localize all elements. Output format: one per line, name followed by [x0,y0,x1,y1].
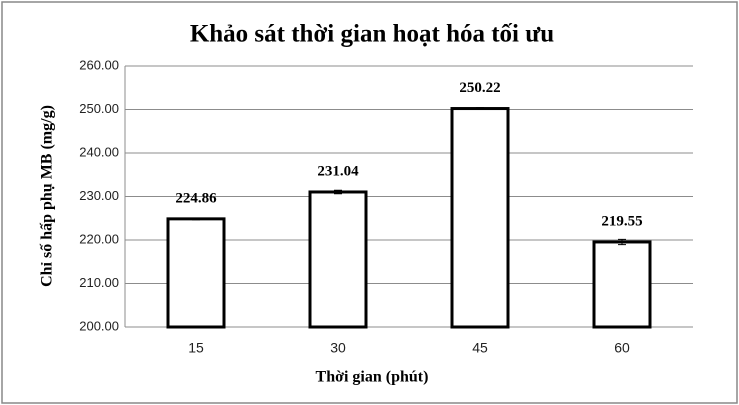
y-tick-label: 240.00 [79,144,119,159]
value-label: 250.22 [459,80,500,96]
value-label: 224.86 [175,190,217,206]
error-bar [476,107,484,110]
value-label: 219.55 [601,213,642,229]
x-tick-label: 60 [614,340,630,356]
y-tick-label: 250.00 [79,101,119,116]
x-tick-label: 30 [330,340,346,356]
error-bar [618,238,626,246]
y-tick-label: 220.00 [79,231,119,246]
value-label: 231.04 [317,163,359,179]
y-tick-label: 200.00 [79,318,119,333]
y-tick-label: 210.00 [79,275,119,290]
x-tick-label: 45 [472,340,488,356]
chart-title: Khảo sát thời gian hoạt hóa tối ưu [190,21,554,48]
x-tick-label: 15 [188,340,204,356]
bar [592,240,652,329]
bar [308,190,368,329]
error-bar [192,217,200,221]
x-axis-label: Thời gian (phút) [316,369,429,386]
y-tick-label: 230.00 [79,188,119,203]
bar [450,107,510,329]
bar [166,217,226,329]
error-bar [334,189,342,195]
y-axis-label: Chỉ số hấp phụ MB (mg/g) [39,105,56,287]
y-tick-label: 260.00 [79,57,119,72]
